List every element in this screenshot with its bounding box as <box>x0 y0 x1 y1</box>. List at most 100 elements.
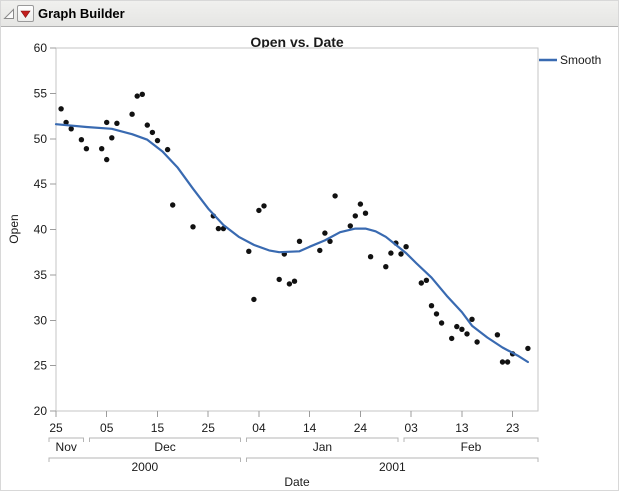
plot-area[interactable] <box>55 47 539 412</box>
data-point[interactable] <box>154 137 161 144</box>
scatter-points <box>58 91 531 365</box>
legend-label-smooth[interactable]: Smooth <box>560 53 601 67</box>
year-label: 2000 <box>132 460 159 474</box>
data-point[interactable] <box>261 203 267 209</box>
data-point[interactable] <box>525 345 531 352</box>
data-point[interactable] <box>494 332 501 338</box>
data-point[interactable] <box>423 277 430 283</box>
data-point[interactable] <box>276 276 282 283</box>
data-point[interactable] <box>78 137 85 143</box>
x-tick-label: 13 <box>455 421 469 435</box>
report-title: Graph Builder <box>38 6 125 21</box>
data-point[interactable] <box>459 326 465 332</box>
y-tick-label: 35 <box>34 268 48 282</box>
data-point[interactable] <box>99 146 105 152</box>
data-point[interactable] <box>246 248 252 254</box>
y-tick-label: 45 <box>34 177 48 191</box>
data-point[interactable] <box>428 303 435 309</box>
data-point[interactable] <box>504 359 511 365</box>
data-point[interactable] <box>398 251 404 257</box>
data-point[interactable] <box>327 238 333 244</box>
x-tick-label: 04 <box>252 421 266 435</box>
data-point[interactable] <box>190 224 196 230</box>
x-axis-calendar-brackets[interactable]: Nov Dec Jan Feb 2000 2001 <box>48 437 539 474</box>
y-tick-label: 20 <box>34 404 48 418</box>
data-point[interactable] <box>438 320 445 326</box>
data-point[interactable] <box>362 210 369 216</box>
data-point[interactable] <box>403 244 409 250</box>
x-tick-label: 25 <box>49 421 63 435</box>
data-point[interactable] <box>388 250 394 256</box>
data-point[interactable] <box>256 207 262 214</box>
data-point[interactable] <box>454 323 460 330</box>
x-tick-label: 14 <box>303 421 317 435</box>
data-point[interactable] <box>68 126 74 132</box>
chart-title[interactable]: Open vs. Date <box>250 34 344 50</box>
data-point[interactable] <box>418 280 424 286</box>
y-axis[interactable]: 20 25 30 35 40 45 50 55 60 <box>34 41 56 418</box>
x-tick-label: 24 <box>354 421 368 435</box>
data-point[interactable] <box>352 213 358 219</box>
red-triangle-icon <box>20 10 31 19</box>
x-tick-label: 03 <box>404 421 418 435</box>
data-point[interactable] <box>367 254 374 260</box>
data-point[interactable] <box>149 129 156 136</box>
data-point[interactable] <box>139 91 145 98</box>
month-bracket <box>48 437 84 442</box>
month-label: Jan <box>313 440 332 454</box>
x-tick-label: 25 <box>202 421 216 435</box>
data-point[interactable] <box>296 238 303 244</box>
data-point[interactable] <box>464 331 470 337</box>
data-point[interactable] <box>449 335 455 342</box>
data-point[interactable] <box>251 296 257 303</box>
red-triangle-menu-button[interactable] <box>17 5 34 22</box>
disclosure-triangle-icon[interactable] <box>3 7 15 20</box>
report-header: Graph Builder <box>1 1 618 27</box>
smooth-curve[interactable] <box>54 123 529 364</box>
data-point[interactable] <box>144 122 150 128</box>
data-point[interactable] <box>104 156 110 163</box>
x-tick-label: 23 <box>506 421 520 435</box>
data-point[interactable] <box>215 225 222 232</box>
data-point[interactable] <box>332 193 338 199</box>
year-label: 2001 <box>379 460 406 474</box>
data-point[interactable] <box>63 119 69 126</box>
data-point[interactable] <box>322 230 328 236</box>
x-tick-label: 15 <box>151 421 165 435</box>
data-point[interactable] <box>286 281 293 287</box>
month-label: Dec <box>154 440 175 454</box>
data-point[interactable] <box>109 135 115 141</box>
data-point[interactable] <box>134 93 140 99</box>
data-point[interactable] <box>317 247 323 254</box>
data-point[interactable] <box>129 111 135 117</box>
data-point[interactable] <box>291 278 298 284</box>
y-tick-label: 60 <box>34 41 48 55</box>
data-point[interactable] <box>347 223 353 229</box>
data-point[interactable] <box>104 119 110 126</box>
data-point[interactable] <box>469 316 475 322</box>
data-point[interactable] <box>499 359 506 365</box>
x-axis[interactable]: 25 05 15 25 04 14 24 03 13 23 <box>49 411 520 435</box>
y-tick-label: 55 <box>34 86 48 100</box>
y-tick-label: 25 <box>34 359 48 373</box>
data-point[interactable] <box>433 311 440 317</box>
legend: Smooth <box>539 53 601 67</box>
month-bracket <box>403 437 539 442</box>
month-label: Nov <box>56 440 77 454</box>
x-axis-label[interactable]: Date <box>284 475 310 489</box>
data-point[interactable] <box>83 146 90 152</box>
data-point[interactable] <box>474 339 480 345</box>
data-point[interactable] <box>164 146 171 153</box>
year-bracket <box>48 457 242 462</box>
y-axis-label[interactable]: Open <box>7 214 21 243</box>
data-point[interactable] <box>170 202 176 208</box>
x-tick-label: 05 <box>100 421 114 435</box>
data-point[interactable] <box>383 264 389 270</box>
data-point[interactable] <box>114 120 120 127</box>
year-bracket <box>246 457 539 462</box>
data-point[interactable] <box>357 201 364 207</box>
smooth-curve-layer <box>54 123 529 364</box>
data-point[interactable] <box>58 106 64 112</box>
